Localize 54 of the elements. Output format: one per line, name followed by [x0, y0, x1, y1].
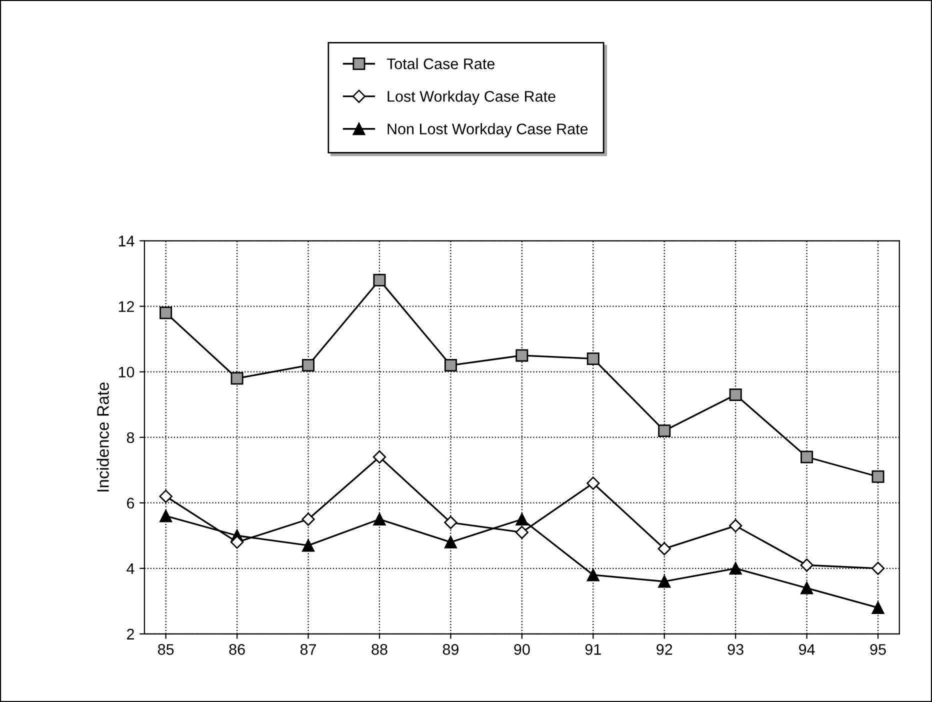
point: [729, 562, 742, 575]
x-tick-label: 86: [229, 644, 245, 655]
y-tick-label: 6: [127, 498, 134, 509]
x-tick-label: 92: [656, 644, 672, 655]
point: [728, 519, 742, 532]
point: [516, 349, 528, 362]
point: [658, 542, 671, 556]
point: [586, 568, 600, 582]
legend-label: Total Case Rate: [386, 58, 494, 70]
point: [159, 490, 172, 503]
point: [373, 274, 386, 286]
point: [586, 476, 600, 490]
point: [230, 536, 244, 549]
point: [444, 516, 458, 530]
point: [872, 601, 884, 614]
y-tick-label: 14: [118, 236, 134, 246]
x-tick-label: 87: [300, 644, 316, 655]
point: [444, 359, 457, 372]
legend-label: Non Lost Workday Case Rate: [388, 123, 588, 138]
point: [658, 575, 671, 588]
x-tick-label: 91: [585, 644, 601, 655]
point: [302, 539, 315, 552]
point: [800, 450, 814, 464]
point: [516, 512, 528, 526]
point: [800, 582, 814, 594]
x-tick-label: 85: [158, 644, 174, 655]
y-axis-title: Incidence Rate: [96, 382, 109, 492]
y-tick-label: 12: [118, 301, 134, 312]
point: [800, 558, 814, 572]
point: [302, 359, 315, 372]
point: [729, 388, 742, 402]
x-tick-label: 88: [372, 644, 388, 655]
point: [658, 424, 671, 438]
point: [230, 372, 244, 385]
y-tick-label: 8: [126, 432, 134, 444]
x-tick-label: 89: [442, 644, 458, 655]
point: [373, 512, 386, 526]
point: [515, 526, 529, 539]
y-tick-label: 2: [127, 628, 134, 640]
x-tick-label: 95: [870, 644, 886, 655]
y-tick-label: 4: [126, 563, 134, 574]
y-tick-label: 10: [118, 366, 134, 378]
x-tick-label: 90: [514, 644, 530, 655]
point: [871, 562, 885, 575]
point: [302, 512, 315, 526]
legend-label: Lost Workday Case Rate: [388, 90, 556, 105]
x-tick-label: 93: [728, 644, 744, 655]
point: [160, 306, 172, 320]
point: [160, 510, 172, 522]
point: [372, 450, 386, 464]
point: [444, 536, 457, 548]
x-tick-label: 94: [799, 644, 815, 655]
point: [872, 470, 884, 483]
point: [586, 352, 600, 365]
